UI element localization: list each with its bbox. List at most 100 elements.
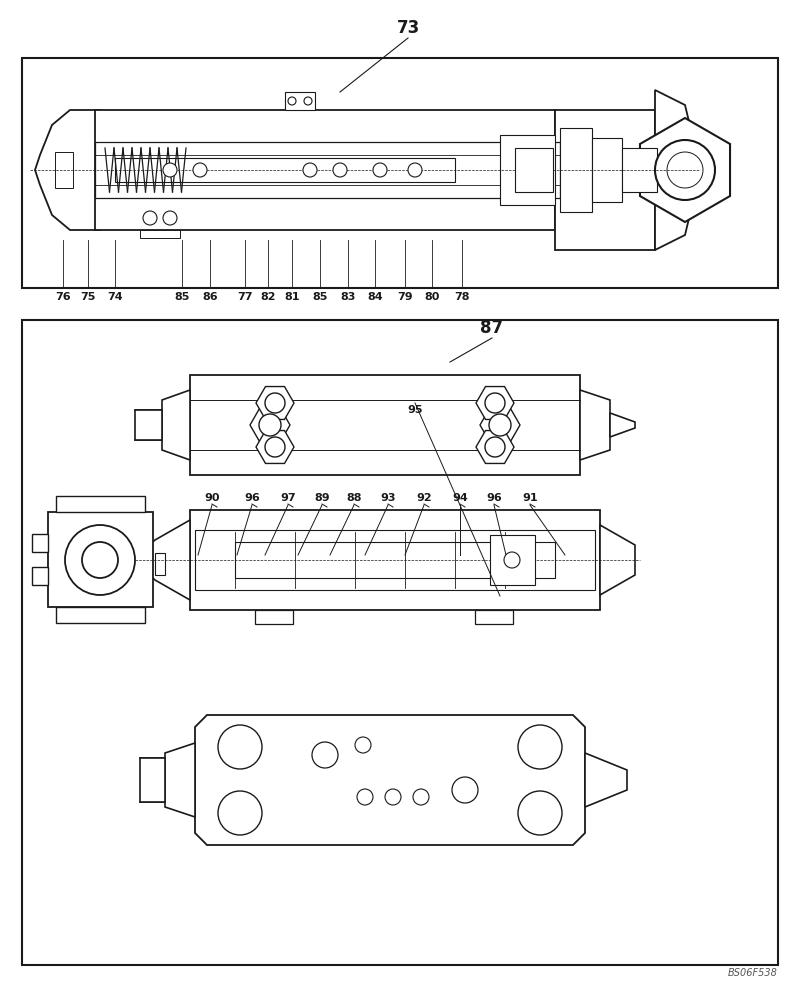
- Bar: [560, 128, 592, 212]
- Circle shape: [357, 789, 373, 805]
- Text: 96: 96: [244, 493, 260, 503]
- Bar: [190, 375, 580, 475]
- Bar: [622, 148, 657, 192]
- Bar: [592, 138, 622, 202]
- Bar: [555, 110, 655, 250]
- Text: 75: 75: [80, 292, 96, 302]
- Text: 73: 73: [396, 19, 420, 37]
- Circle shape: [333, 163, 347, 177]
- Circle shape: [65, 525, 135, 595]
- Bar: [55, 152, 73, 188]
- Circle shape: [504, 552, 520, 568]
- Text: 85: 85: [174, 292, 190, 302]
- Circle shape: [518, 791, 562, 835]
- Text: 88: 88: [346, 493, 362, 503]
- Bar: [475, 610, 513, 624]
- Polygon shape: [195, 715, 585, 845]
- Text: 80: 80: [424, 292, 440, 302]
- Circle shape: [163, 163, 177, 177]
- Text: 83: 83: [340, 292, 356, 302]
- Bar: [48, 512, 153, 607]
- Bar: [140, 230, 180, 238]
- Polygon shape: [610, 413, 635, 437]
- Polygon shape: [142, 520, 190, 600]
- Polygon shape: [640, 118, 730, 222]
- Polygon shape: [480, 408, 520, 442]
- Text: 89: 89: [314, 493, 330, 503]
- Text: 84: 84: [367, 292, 383, 302]
- Bar: [255, 610, 293, 624]
- Bar: [140, 758, 165, 802]
- Circle shape: [259, 414, 281, 436]
- Text: 81: 81: [284, 292, 300, 302]
- Bar: [285, 92, 315, 110]
- Text: 76: 76: [55, 292, 71, 302]
- Circle shape: [143, 211, 157, 225]
- Circle shape: [667, 152, 703, 188]
- Circle shape: [413, 789, 429, 805]
- Bar: [56, 607, 145, 623]
- Polygon shape: [162, 390, 190, 460]
- Circle shape: [82, 542, 118, 578]
- Text: 91: 91: [522, 493, 538, 503]
- Bar: [32, 567, 48, 585]
- Polygon shape: [35, 110, 100, 230]
- Polygon shape: [580, 390, 610, 460]
- Text: 74: 74: [107, 292, 123, 302]
- Circle shape: [312, 742, 338, 768]
- Text: 95: 95: [407, 405, 422, 415]
- Bar: [500, 135, 555, 205]
- Text: 92: 92: [416, 493, 432, 503]
- Circle shape: [385, 789, 401, 805]
- Text: 85: 85: [312, 292, 328, 302]
- Circle shape: [373, 163, 387, 177]
- Bar: [115, 158, 455, 182]
- Circle shape: [303, 163, 317, 177]
- Bar: [190, 510, 600, 610]
- Circle shape: [489, 414, 511, 436]
- Bar: [22, 320, 778, 965]
- Text: 86: 86: [202, 292, 218, 302]
- Polygon shape: [476, 387, 514, 419]
- Polygon shape: [256, 431, 294, 463]
- Bar: [195, 530, 595, 590]
- Bar: [135, 410, 162, 440]
- Circle shape: [265, 437, 285, 457]
- Text: 78: 78: [454, 292, 470, 302]
- Circle shape: [218, 725, 262, 769]
- Text: BS06F538: BS06F538: [728, 968, 778, 978]
- Circle shape: [408, 163, 422, 177]
- Text: 79: 79: [397, 292, 413, 302]
- Polygon shape: [256, 387, 294, 419]
- Text: 90: 90: [204, 493, 220, 503]
- Text: 93: 93: [380, 493, 396, 503]
- Bar: [32, 534, 48, 552]
- Circle shape: [193, 163, 207, 177]
- Bar: [235, 542, 555, 578]
- Circle shape: [288, 97, 296, 105]
- Polygon shape: [655, 90, 697, 250]
- Bar: [95, 142, 560, 198]
- Polygon shape: [476, 431, 514, 463]
- Text: 87: 87: [481, 319, 503, 337]
- Circle shape: [163, 211, 177, 225]
- Bar: [95, 110, 555, 230]
- Bar: [155, 553, 165, 575]
- Bar: [490, 535, 535, 585]
- Circle shape: [485, 437, 505, 457]
- Polygon shape: [165, 743, 195, 817]
- Circle shape: [355, 737, 371, 753]
- Bar: [515, 148, 553, 192]
- Circle shape: [304, 97, 312, 105]
- Circle shape: [265, 393, 285, 413]
- Text: 77: 77: [238, 292, 253, 302]
- Circle shape: [452, 777, 478, 803]
- Circle shape: [218, 791, 262, 835]
- Text: 96: 96: [486, 493, 502, 503]
- Bar: [56, 496, 145, 512]
- Bar: [22, 58, 778, 288]
- Circle shape: [518, 725, 562, 769]
- Polygon shape: [250, 408, 290, 442]
- Text: 94: 94: [452, 493, 468, 503]
- Circle shape: [485, 393, 505, 413]
